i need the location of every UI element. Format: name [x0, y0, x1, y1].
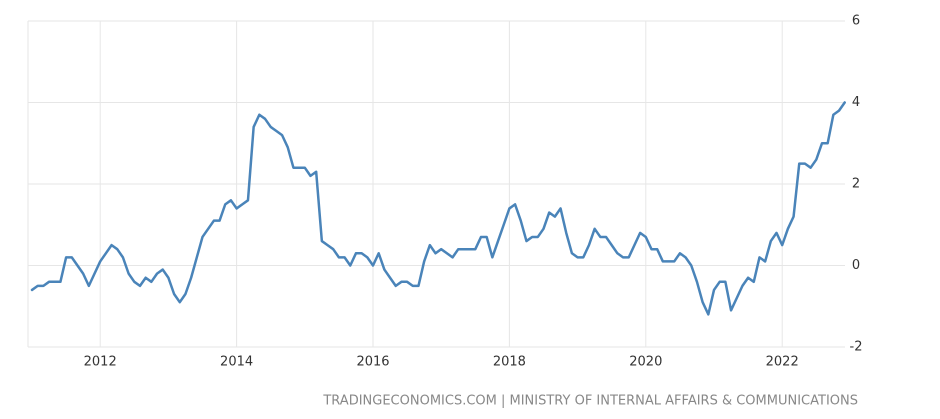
- y-tick-label: 2: [852, 177, 860, 192]
- source-note: TRADINGECONOMICS.COM | MINISTRY OF INTER…: [322, 394, 858, 409]
- x-tick-label: 2018: [493, 355, 526, 370]
- y-tick-label: 4: [852, 95, 860, 110]
- x-tick-label: 2020: [629, 355, 662, 370]
- data-line: [30, 101, 846, 316]
- x-tick-label: 2012: [84, 355, 117, 370]
- y-tick-label: 6: [852, 14, 860, 29]
- x-tick-label: 2016: [356, 355, 389, 370]
- y-tick-label: -2: [850, 340, 863, 355]
- x-tick-label: 2014: [220, 355, 253, 370]
- x-tick-label: 2022: [766, 355, 799, 370]
- y-tick-label: 0: [852, 258, 860, 273]
